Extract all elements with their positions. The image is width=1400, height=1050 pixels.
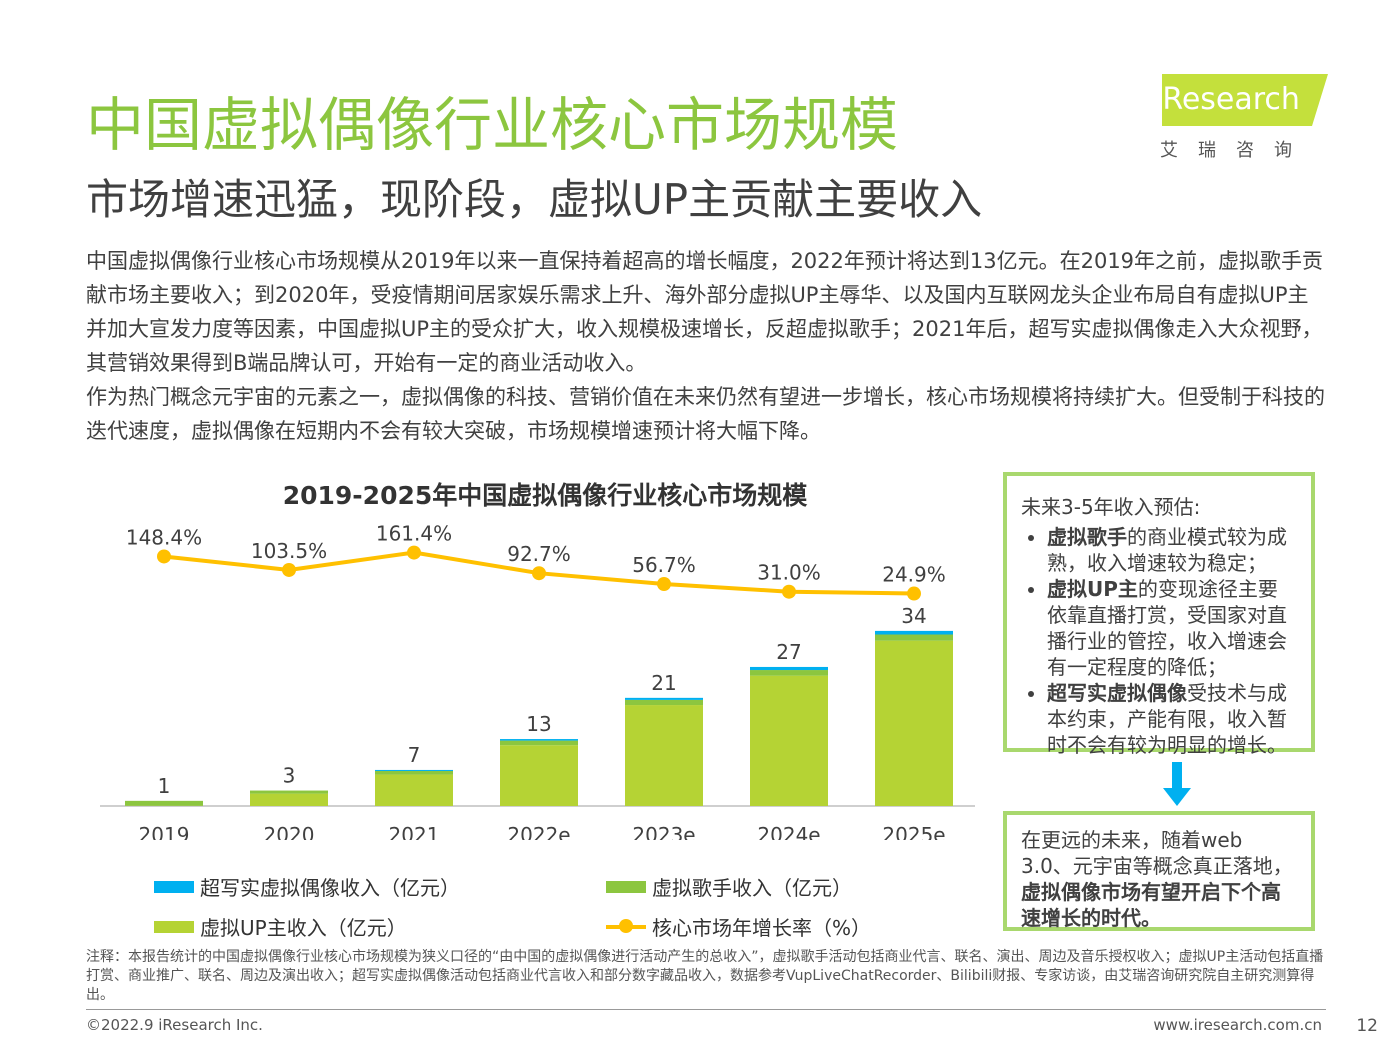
forecast-item-text: 的变现途径主要依靠直播打赏，受国家对直播行业的管控，收入增速会有一定程度的降低；	[1047, 577, 1287, 679]
logo-sub-text: 艾瑞咨询	[1160, 140, 1312, 161]
legend-label-growth: 核心市场年增长率（%）	[652, 916, 872, 940]
page-subtitle: 市场增速迅猛，现阶段，虚拟UP主贡献主要收入	[86, 175, 983, 224]
description-paragraph-1: 中国虚拟偶像行业核心市场规模从2019年以来一直保持着超高的增长幅度，2022年…	[86, 249, 1324, 375]
bar-total-label: 27	[776, 640, 801, 664]
growth-point	[657, 576, 671, 591]
legend-line-growth	[606, 918, 646, 933]
legend-label-singer: 虚拟歌手收入（亿元）	[652, 876, 852, 900]
future-box-bold: 虚拟偶像市场有望开启下个高速增长的时代。	[1021, 880, 1281, 930]
chart-title: 2019-2025年中国虚拟偶像行业核心市场规模	[282, 481, 808, 510]
copyright: ©2022.9 iResearch Inc.	[86, 1016, 263, 1034]
description-paragraph-2: 作为热门概念元宇宙的元素之一，虚拟偶像的科技、营销价值在未来仍然有望进一步增长，…	[86, 385, 1325, 443]
forecast-box: 未来3-5年收入预估: 虚拟歌手的商业模式较为成熟，收入增速较为稳定； 虚拟UP…	[1003, 472, 1315, 757]
legend-item-growth: 核心市场年增长率（%）	[606, 912, 871, 941]
x-tick-label: 2023e	[632, 823, 695, 840]
forecast-item-text: 的商业模式较为成熟，收入增速较为稳定；	[1047, 525, 1287, 575]
legend-label-hyperreal: 超写实虚拟偶像收入（亿元）	[200, 876, 460, 900]
website-link[interactable]: www.iresearch.com.cn	[1153, 1016, 1322, 1034]
x-tick-label: 2022e	[507, 823, 570, 840]
bar-total-label: 3	[283, 764, 296, 788]
market-size-chart: 1 2019 3 2020 7 2021 13 2022e 21 2023e 27 2024e 34 20…	[100, 522, 975, 840]
growth-label: 103.5%	[251, 539, 327, 563]
bar-segment-1	[375, 770, 453, 775]
bar-segment-2	[625, 697, 703, 700]
page-number: 12	[1356, 1016, 1378, 1036]
bar-segment-1	[250, 790, 328, 794]
growth-point	[907, 586, 921, 601]
x-tick-label: 2020	[264, 823, 315, 840]
description: 中国虚拟偶像行业核心市场规模从2019年以来一直保持着超高的增长幅度，2022年…	[86, 244, 1326, 448]
bar-segment-2	[375, 769, 453, 771]
bar-segment-1	[500, 740, 578, 746]
logo-brand-text: iResearch	[1154, 82, 1300, 117]
bar-segment-0	[750, 675, 828, 806]
logo-badge-shape	[1162, 74, 1328, 126]
future-box: 在更远的未来，随着web 3.0、元宇宙等概念真正落地，虚拟偶像市场有望开启下个…	[1003, 811, 1315, 931]
bar-segment-1	[750, 670, 828, 676]
growth-point	[532, 566, 546, 581]
forecast-item-singer: 虚拟歌手的商业模式较为成熟，收入增速较为稳定；	[1047, 524, 1297, 576]
forecast-item-bold: 超写实虚拟偶像	[1047, 681, 1187, 705]
forecast-list: 虚拟歌手的商业模式较为成熟，收入增速较为稳定； 虚拟UP主的变现途径主要依靠直播…	[1021, 524, 1297, 758]
growth-label: 56.7%	[632, 553, 696, 577]
forecast-item-bold: 虚拟UP主	[1047, 577, 1138, 601]
forecast-item-text: 受技术与成本约束，产能有限，收入暂时不会有较为明显的增长。	[1047, 681, 1287, 757]
bar-segment-0	[250, 793, 328, 806]
growth-point	[157, 549, 171, 564]
page-title: 中国虚拟偶像行业核心市场规模	[86, 91, 899, 159]
bar-segment-1	[625, 699, 703, 706]
bar-total-label: 13	[526, 712, 551, 736]
growth-point	[407, 545, 421, 560]
bar-total-label: 34	[901, 604, 926, 628]
growth-label: 31.0%	[757, 561, 821, 585]
footnote: 注释：本报告统计的中国虚拟偶像行业核心市场规模为狭义口径的“由中国的虚拟偶像进行…	[86, 949, 1324, 1003]
legend-item-singer: 虚拟歌手收入（亿元）	[606, 872, 852, 901]
growth-point	[282, 562, 296, 577]
footer-divider	[86, 1009, 1326, 1010]
bar-segment-2	[750, 666, 828, 671]
forecast-item-bold: 虚拟歌手	[1047, 525, 1127, 549]
bar-total-label: 21	[651, 671, 676, 695]
arrow-down-icon	[1163, 762, 1191, 806]
iresearch-logo: iResearch 艾瑞咨询	[1148, 72, 1328, 162]
growth-label: 24.9%	[882, 563, 946, 587]
x-tick-label: 2024e	[757, 823, 820, 840]
future-box-text: 在更远的未来，随着web 3.0、元宇宙等概念真正落地，	[1021, 828, 1293, 878]
growth-label: 148.4%	[126, 525, 202, 549]
forecast-item-up: 虚拟UP主的变现途径主要依靠直播打赏，受国家对直播行业的管控，收入增速会有一定程…	[1047, 576, 1297, 680]
forecast-item-hyperreal: 超写实虚拟偶像受技术与成本约束，产能有限，收入暂时不会有较为明显的增长。	[1047, 680, 1297, 758]
bar-segment-0	[375, 774, 453, 806]
bar-segment-2	[500, 739, 578, 741]
x-tick-label: 2021	[389, 823, 440, 840]
growth-label: 161.4%	[376, 522, 452, 546]
legend-item-hyperreal: 超写实虚拟偶像收入（亿元）	[154, 872, 460, 901]
bar-segment-2	[875, 630, 953, 635]
legend-swatch-up	[154, 920, 194, 933]
legend-item-up: 虚拟UP主收入（亿元）	[154, 912, 407, 941]
growth-label: 92.7%	[507, 542, 571, 566]
bar-segment-0	[625, 705, 703, 806]
bar-segment-1	[875, 634, 953, 641]
bar-segment-0	[875, 640, 953, 806]
bar-total-label: 7	[408, 743, 421, 767]
x-tick-label: 2019	[139, 823, 190, 840]
legend-swatch-hyperreal	[154, 880, 194, 893]
bar-segment-0	[500, 745, 578, 806]
legend-label-up: 虚拟UP主收入（亿元）	[200, 916, 407, 940]
bar-total-label: 1	[158, 774, 171, 798]
growth-point	[782, 584, 796, 599]
forecast-box-title: 未来3-5年收入预估:	[1021, 495, 1201, 519]
x-tick-label: 2025e	[882, 823, 945, 840]
legend-swatch-singer	[606, 880, 646, 893]
bar-segment-1	[125, 800, 203, 806]
